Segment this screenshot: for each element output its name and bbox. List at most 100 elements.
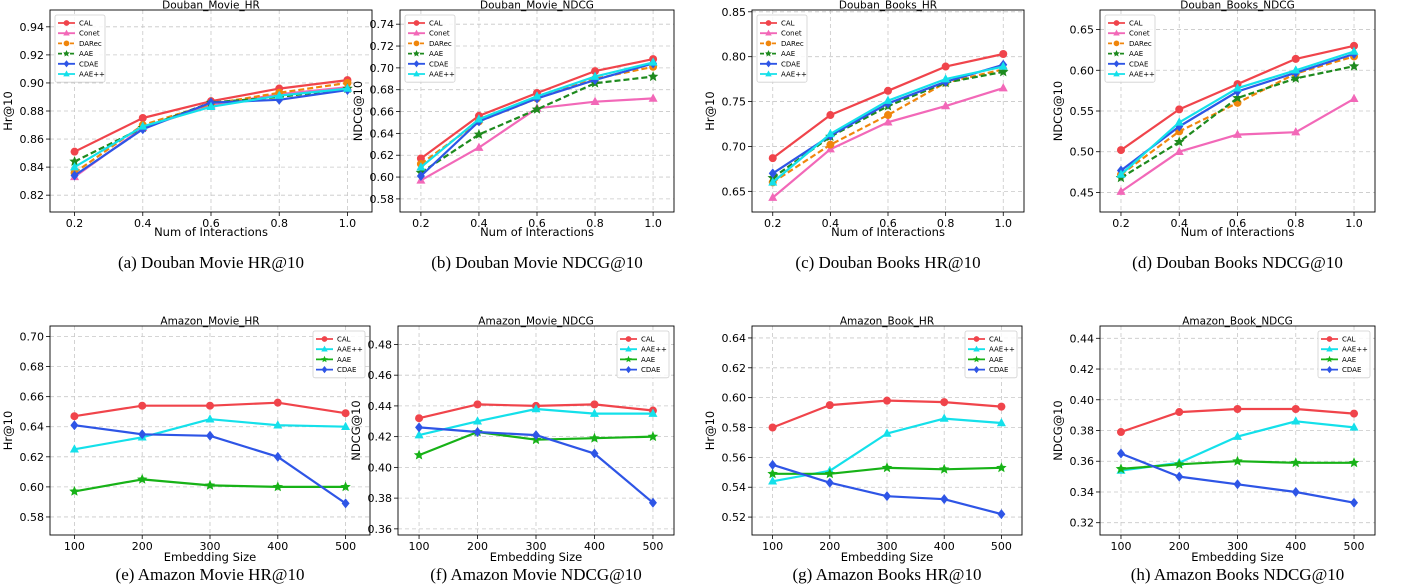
data-point-aaeplusplus bbox=[1349, 46, 1359, 55]
data-point-aaeplusplus bbox=[1174, 117, 1184, 126]
legend-label: AAE bbox=[781, 50, 795, 58]
x-tick-label: 200 bbox=[132, 540, 153, 553]
legend-marker bbox=[63, 60, 70, 68]
data-point-conet bbox=[1233, 129, 1242, 138]
data-point-cal bbox=[415, 414, 424, 423]
x-tick-label: 500 bbox=[991, 540, 1012, 553]
legend-box bbox=[616, 330, 670, 379]
chart-title: Amazon_Movie_HR bbox=[160, 316, 259, 328]
y-tick-label: 0.45 bbox=[1070, 186, 1095, 199]
chart-title: Amazon_Book_NDCG bbox=[1182, 316, 1292, 328]
legend-label: CDAE bbox=[989, 366, 1008, 374]
y-tick-label: 0.38 bbox=[1070, 425, 1095, 438]
legend-label: CAL bbox=[781, 20, 795, 28]
data-point-cal bbox=[1175, 105, 1184, 114]
y-axis-label: NDCG@10 bbox=[351, 81, 365, 142]
y-tick-label: 0.32 bbox=[1070, 517, 1095, 530]
y-tick-label: 0.62 bbox=[20, 451, 45, 464]
legend-label: CDAE bbox=[1342, 366, 1361, 374]
data-point-aaeplusplus bbox=[1233, 83, 1242, 92]
y-tick-label: 0.84 bbox=[20, 161, 45, 174]
legend-label: Conet bbox=[79, 30, 100, 38]
data-point-cdae bbox=[341, 498, 350, 509]
data-point-aae bbox=[647, 431, 659, 442]
x-tick-label: 0.4 bbox=[470, 217, 488, 230]
data-point-aae bbox=[1290, 457, 1301, 468]
data-point-cal bbox=[590, 400, 599, 409]
legend-label: CAL bbox=[429, 20, 443, 28]
x-tick-label: 1.0 bbox=[1345, 217, 1363, 230]
data-point-aaeplusplus bbox=[274, 90, 284, 99]
data-point-aaeplusplus bbox=[768, 476, 778, 485]
data-point-aae bbox=[996, 462, 1007, 473]
legend-marker bbox=[1113, 70, 1120, 77]
x-tick-label: 300 bbox=[877, 540, 898, 553]
y-tick-label: 0.40 bbox=[368, 461, 393, 474]
legend-marker bbox=[973, 336, 980, 342]
data-point-aae bbox=[998, 66, 1009, 77]
x-tick-label: 200 bbox=[467, 540, 488, 553]
data-point-cal bbox=[1291, 404, 1300, 413]
y-tick-label: 0.52 bbox=[722, 511, 747, 524]
data-point-cal bbox=[138, 114, 147, 123]
x-axis-label: Num of Interactions bbox=[1181, 225, 1295, 239]
y-tick-label: 0.44 bbox=[1070, 332, 1095, 345]
data-point-aaeplusplus bbox=[590, 71, 600, 80]
x-tick-label: 300 bbox=[526, 540, 547, 553]
legend-label: AAE++ bbox=[79, 71, 105, 79]
legend-marker bbox=[321, 355, 328, 363]
data-point-cdae bbox=[532, 430, 540, 441]
legend-label: DARec bbox=[781, 40, 804, 48]
data-point-aaeplusplus bbox=[414, 430, 424, 439]
legend-marker bbox=[625, 355, 632, 363]
legend-label: Conet bbox=[781, 30, 802, 38]
data-point-conet bbox=[768, 192, 778, 201]
data-point-aaeplusplus bbox=[532, 91, 542, 100]
legend-marker bbox=[1326, 366, 1333, 374]
x-tick-label: 0.6 bbox=[528, 217, 546, 230]
y-tick-label: 0.48 bbox=[368, 338, 393, 351]
y-tick-label: 0.38 bbox=[368, 492, 393, 505]
data-point-aae bbox=[1290, 72, 1301, 83]
y-tick-label: 0.68 bbox=[370, 84, 395, 97]
data-point-aaeplusplus bbox=[342, 83, 352, 92]
data-point-aae bbox=[589, 432, 600, 443]
data-point-cdae bbox=[473, 427, 482, 438]
y-axis-label: NDCG@10 bbox=[349, 400, 363, 461]
legend-label: AAE bbox=[1129, 50, 1143, 58]
legend-marker bbox=[625, 345, 632, 352]
data-point-aaeplusplus bbox=[996, 418, 1006, 427]
x-tick-label: 0.6 bbox=[202, 217, 220, 230]
y-tick-label: 0.62 bbox=[722, 362, 747, 375]
data-point-cal bbox=[1233, 404, 1242, 413]
data-point-aae bbox=[137, 473, 148, 484]
data-point-aae bbox=[1348, 457, 1360, 468]
data-point-aae bbox=[1232, 92, 1243, 103]
legend-label: AAE++ bbox=[337, 346, 363, 354]
legend-label: AAE bbox=[1342, 356, 1356, 364]
legend-marker bbox=[63, 50, 70, 57]
legend-box bbox=[1317, 330, 1371, 379]
legend-marker bbox=[413, 50, 420, 57]
x-tick-label: 0.8 bbox=[586, 217, 604, 230]
y-tick-label: 0.70 bbox=[20, 331, 45, 344]
data-point-aaeplusplus bbox=[205, 414, 215, 423]
x-tick-label: 0.8 bbox=[270, 217, 288, 230]
x-tick-label: 0.8 bbox=[937, 217, 955, 230]
x-axis-label: Embedding Size bbox=[164, 550, 257, 564]
data-point-aae bbox=[1348, 60, 1360, 71]
chart-title: Amazon_Movie_NDCG bbox=[478, 316, 593, 328]
x-tick-label: 0.2 bbox=[1112, 217, 1130, 230]
data-point-aae bbox=[1174, 136, 1185, 147]
x-tick-label: 100 bbox=[64, 540, 85, 553]
y-tick-label: 0.42 bbox=[368, 431, 393, 444]
data-point-aae bbox=[204, 479, 216, 490]
subfigure-caption: (c) Douban Books HR@10 bbox=[795, 253, 980, 272]
data-point-conet bbox=[474, 142, 484, 151]
y-tick-label: 0.64 bbox=[20, 421, 45, 434]
data-point-aaeplusplus bbox=[941, 74, 951, 83]
x-tick-label: 0.4 bbox=[1170, 217, 1188, 230]
y-tick-label: 0.50 bbox=[1070, 146, 1095, 159]
data-point-cdae bbox=[70, 420, 79, 431]
data-point-cal bbox=[940, 398, 949, 407]
